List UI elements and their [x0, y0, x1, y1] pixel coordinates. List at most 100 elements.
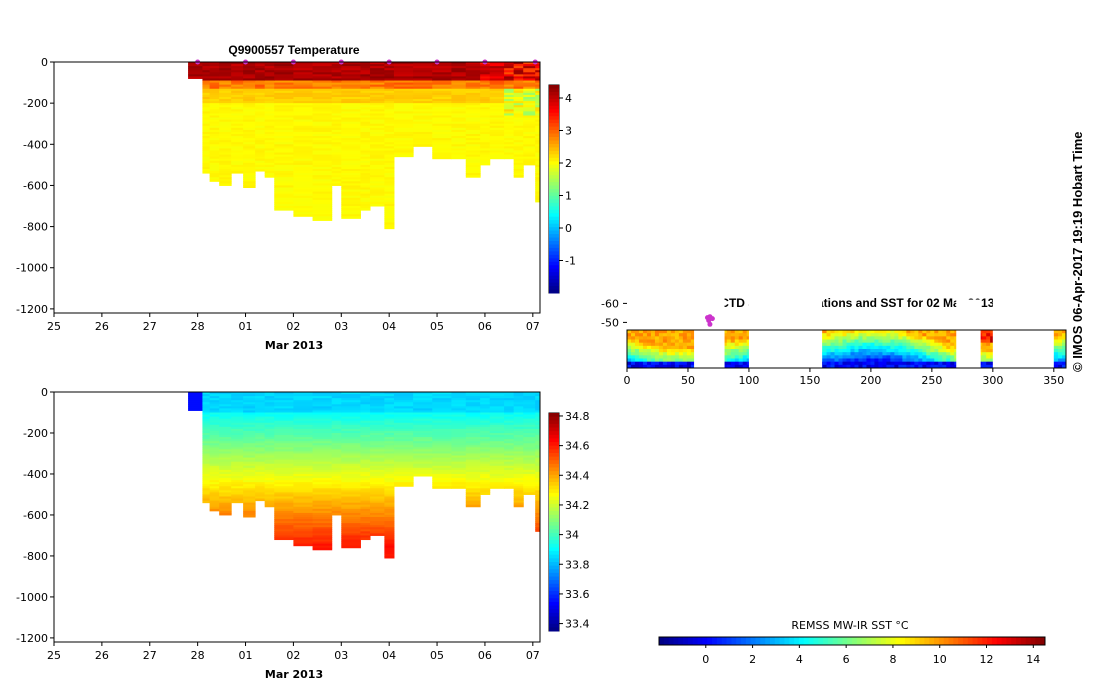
sst-cell	[886, 355, 891, 359]
heatmap-cell	[202, 410, 211, 413]
heatmap-cell	[370, 86, 385, 90]
heatmap-cell	[312, 119, 333, 123]
heatmap-cell	[513, 473, 524, 477]
heatmap-cell	[535, 96, 541, 100]
heatmap-cell	[523, 396, 536, 399]
heatmap-cell	[393, 463, 414, 467]
heatmap-cell	[341, 142, 361, 145]
heatmap-cell	[504, 140, 515, 143]
heatmap-cell	[231, 96, 244, 100]
heatmap-cell	[480, 467, 491, 471]
heatmap-cell	[274, 171, 294, 174]
heatmap-cell	[231, 134, 244, 137]
heatmap-cell	[312, 113, 333, 116]
heatmap-cell	[535, 514, 541, 518]
heatmap-cell	[360, 115, 371, 119]
y-tick-label: -1000	[16, 262, 48, 275]
heatmap-cell	[331, 113, 342, 116]
heatmap-cell	[489, 144, 505, 147]
heatmap-cell	[219, 138, 232, 141]
heatmap-cell	[513, 66, 524, 69]
sst-cell	[950, 358, 955, 363]
colorbar-segment	[549, 456, 559, 461]
sst-cell	[870, 345, 875, 350]
heatmap-cell	[384, 162, 395, 166]
heatmap-cell	[274, 523, 294, 526]
heatmap-cell	[480, 76, 491, 79]
heatmap-cell	[293, 72, 314, 75]
heatmap-cell	[504, 473, 515, 477]
sst-cell	[678, 345, 684, 350]
heatmap-cell	[219, 113, 232, 116]
heatmap-cell	[360, 189, 371, 193]
heatmap-cell	[331, 86, 342, 90]
heatmap-cell	[341, 208, 361, 211]
heatmap-cell	[370, 134, 385, 137]
sst-cell	[630, 358, 636, 363]
heatmap-cell	[480, 455, 491, 459]
heatmap-cell	[504, 424, 515, 428]
colorbar-segment	[549, 258, 559, 263]
heatmap-cell	[274, 144, 294, 147]
heatmap-cell	[413, 392, 433, 395]
heatmap-cell	[384, 549, 395, 553]
heatmap-cell	[413, 121, 433, 125]
sst-cell	[686, 330, 692, 334]
heatmap-cell	[341, 529, 361, 532]
heatmap-cell	[331, 144, 342, 147]
heatmap-cell	[535, 426, 541, 430]
heatmap-cell	[341, 191, 361, 195]
heatmap-cell	[231, 66, 244, 69]
heatmap-cell	[393, 107, 414, 110]
heatmap-cell	[341, 527, 361, 530]
sst-cell	[826, 339, 831, 344]
heatmap-cell	[255, 140, 266, 143]
heatmap-cell	[504, 90, 515, 94]
heatmap-cell	[274, 453, 294, 457]
heatmap-cell	[331, 461, 342, 465]
heatmap-cell	[255, 428, 266, 432]
sst-cell	[938, 349, 943, 353]
heatmap-cell	[219, 496, 232, 500]
heatmap-cell	[384, 152, 395, 156]
heatmap-cell	[504, 416, 515, 420]
heatmap-cell	[255, 406, 266, 409]
heatmap-cell	[219, 502, 232, 506]
heatmap-cell	[413, 410, 433, 413]
heatmap-cell	[384, 111, 395, 114]
heatmap-cell	[465, 127, 481, 131]
heatmap-cell	[274, 156, 294, 160]
sst-cell	[986, 361, 991, 366]
heatmap-cell	[480, 156, 491, 160]
colorbar-segment	[549, 587, 559, 592]
sst-cell	[850, 330, 855, 334]
colorbar-segment	[549, 536, 559, 541]
heatmap-cell	[480, 111, 491, 114]
heatmap-cell	[465, 428, 481, 432]
heatmap-cell	[274, 400, 294, 403]
y-tick-label: -800	[23, 550, 48, 563]
heatmap-cell	[255, 94, 266, 98]
sst-cell	[930, 349, 935, 353]
sst-cell	[642, 339, 648, 344]
colorbar-segment	[549, 431, 559, 436]
heatmap-cell	[331, 88, 342, 92]
heatmap-cell	[465, 115, 481, 119]
sst-cell	[850, 358, 855, 363]
heatmap-cell	[264, 105, 275, 108]
heatmap-cell	[312, 144, 333, 147]
heatmap-cell	[341, 514, 361, 518]
colorbar-segment	[549, 168, 559, 173]
sst-cell	[898, 330, 903, 334]
heatmap-cell	[432, 473, 452, 477]
heatmap-cell	[513, 480, 524, 483]
heatmap-cell	[341, 535, 361, 538]
heatmap-cell	[451, 398, 467, 401]
heatmap-cell	[360, 181, 371, 184]
heatmap-cell	[513, 392, 524, 395]
heatmap-cell	[360, 529, 371, 532]
colorbar-segment	[663, 637, 670, 645]
sst-cell	[1054, 358, 1059, 363]
heatmap-cell	[219, 107, 232, 110]
sst-cell	[834, 364, 839, 369]
